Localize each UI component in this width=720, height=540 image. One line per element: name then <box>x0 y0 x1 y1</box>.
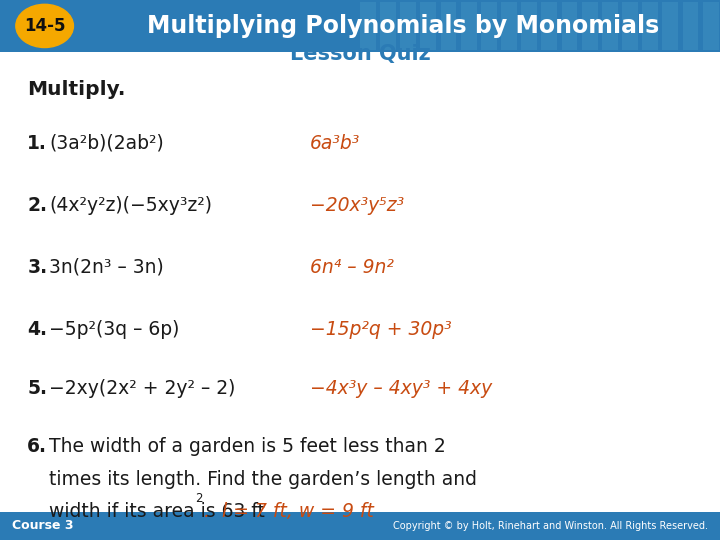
Text: 6a³b³: 6a³b³ <box>310 133 360 153</box>
Text: −2xy(2x² + 2y² – 2): −2xy(2x² + 2y² – 2) <box>49 379 235 399</box>
Text: −15p²q + 30p³: −15p²q + 30p³ <box>310 320 451 339</box>
FancyBboxPatch shape <box>420 2 436 50</box>
Text: The width of a garden is 5 feet less than 2: The width of a garden is 5 feet less tha… <box>49 437 446 456</box>
Text: Lesson Quiz: Lesson Quiz <box>289 44 431 64</box>
FancyBboxPatch shape <box>400 2 416 50</box>
FancyBboxPatch shape <box>683 2 698 50</box>
Text: −20x³y⁵z³: −20x³y⁵z³ <box>310 195 404 215</box>
FancyBboxPatch shape <box>501 2 517 50</box>
Text: 3n(2n³ – 3n): 3n(2n³ – 3n) <box>49 258 163 277</box>
Text: 5.: 5. <box>27 379 48 399</box>
FancyBboxPatch shape <box>703 2 719 50</box>
FancyBboxPatch shape <box>0 0 720 52</box>
FancyBboxPatch shape <box>360 2 376 50</box>
FancyBboxPatch shape <box>642 2 658 50</box>
FancyBboxPatch shape <box>441 2 456 50</box>
Text: 14-5: 14-5 <box>24 17 66 35</box>
FancyBboxPatch shape <box>582 2 598 50</box>
Text: times its length. Find the garden’s length and: times its length. Find the garden’s leng… <box>49 470 477 489</box>
FancyBboxPatch shape <box>622 2 638 50</box>
Text: .  l = 7 ft, w = 9 ft: . l = 7 ft, w = 9 ft <box>204 502 374 521</box>
Text: 1.: 1. <box>27 133 48 153</box>
Text: 4.: 4. <box>27 320 48 339</box>
Text: −5p²(3q – 6p): −5p²(3q – 6p) <box>49 320 179 339</box>
Text: Copyright © by Holt, Rinehart and Winston. All Rights Reserved.: Copyright © by Holt, Rinehart and Winsto… <box>394 521 708 531</box>
Text: (3a²b)(2ab²): (3a²b)(2ab²) <box>49 133 163 153</box>
Text: Multiplying Polynomials by Monomials: Multiplying Polynomials by Monomials <box>147 14 660 38</box>
Circle shape <box>16 4 73 48</box>
FancyBboxPatch shape <box>0 512 720 540</box>
FancyBboxPatch shape <box>481 2 497 50</box>
FancyBboxPatch shape <box>461 2 477 50</box>
Text: 6n⁴ – 9n²: 6n⁴ – 9n² <box>310 258 393 277</box>
Text: width if its area is 63 ft: width if its area is 63 ft <box>49 502 265 521</box>
Text: 3.: 3. <box>27 258 48 277</box>
Text: Multiply.: Multiply. <box>27 79 126 99</box>
FancyBboxPatch shape <box>602 2 618 50</box>
FancyBboxPatch shape <box>380 2 396 50</box>
FancyBboxPatch shape <box>521 2 537 50</box>
Text: (4x²y²z)(−5xy³z²): (4x²y²z)(−5xy³z²) <box>49 195 212 215</box>
FancyBboxPatch shape <box>541 2 557 50</box>
Text: 2.: 2. <box>27 195 48 215</box>
Text: 2: 2 <box>195 492 202 505</box>
Text: 6.: 6. <box>27 437 48 456</box>
FancyBboxPatch shape <box>662 2 678 50</box>
Text: −4x³y – 4xy³ + 4xy: −4x³y – 4xy³ + 4xy <box>310 379 492 399</box>
Text: Course 3: Course 3 <box>12 519 73 532</box>
FancyBboxPatch shape <box>562 2 577 50</box>
